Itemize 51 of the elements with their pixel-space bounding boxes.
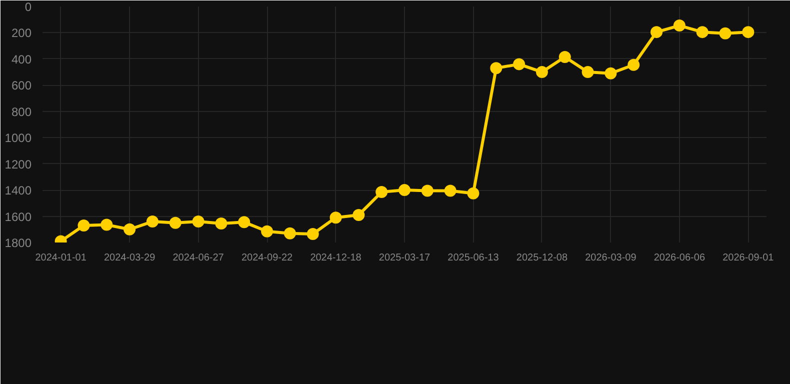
point — [261, 225, 274, 238]
point — [742, 26, 754, 38]
x-tick-label: 2026-03-09 — [585, 252, 637, 264]
point — [558, 50, 571, 63]
x-tick-label: 2024-03-29 — [104, 252, 156, 264]
x-tick-label: 2024-01-01 — [35, 252, 87, 264]
point — [284, 227, 296, 240]
point — [215, 218, 228, 230]
point — [238, 216, 250, 228]
point — [78, 219, 90, 232]
point — [169, 216, 182, 229]
point — [490, 62, 502, 74]
point — [306, 228, 319, 240]
point — [124, 223, 136, 236]
point — [582, 66, 594, 78]
y-tick-label: 0 — [24, 0, 32, 14]
x-tick-label: 2025-12-08 — [516, 252, 568, 264]
point — [421, 184, 434, 197]
x-tick-label: 2026-09-01 — [722, 252, 774, 264]
y-tick-label: 200 — [11, 26, 32, 40]
point — [628, 58, 640, 71]
y-tick-label: 1400 — [4, 184, 32, 198]
x-tick-label: 2025-06-13 — [448, 252, 500, 264]
y-tick-label: 800 — [11, 104, 32, 119]
point — [719, 27, 732, 40]
y-tick-label: 1800 — [4, 236, 32, 250]
point — [330, 212, 342, 224]
y-tick-label: 1000 — [4, 131, 32, 146]
point — [513, 58, 526, 70]
point — [467, 187, 480, 200]
x-tick-label: 2024-12-18 — [310, 252, 362, 264]
point — [536, 66, 548, 78]
x-tick-label: 2024-06-27 — [172, 252, 224, 264]
x-tick-label: 2024-09-22 — [241, 252, 294, 264]
point — [376, 186, 388, 198]
point — [696, 26, 708, 38]
y-tick-label: 400 — [11, 52, 32, 66]
x-tick-label: 2025-03-17 — [378, 252, 431, 264]
point — [650, 26, 663, 38]
point — [444, 184, 456, 197]
y-tick-label: 1600 — [4, 210, 32, 224]
point — [673, 20, 686, 32]
point — [192, 216, 204, 228]
point — [352, 208, 365, 221]
point — [100, 218, 113, 231]
point — [398, 184, 410, 196]
point — [604, 67, 617, 80]
y-tick-label: 600 — [11, 78, 32, 93]
y-tick-label: 1200 — [4, 157, 32, 172]
x-tick-label: 2026-06-06 — [654, 252, 706, 264]
point — [146, 216, 158, 228]
